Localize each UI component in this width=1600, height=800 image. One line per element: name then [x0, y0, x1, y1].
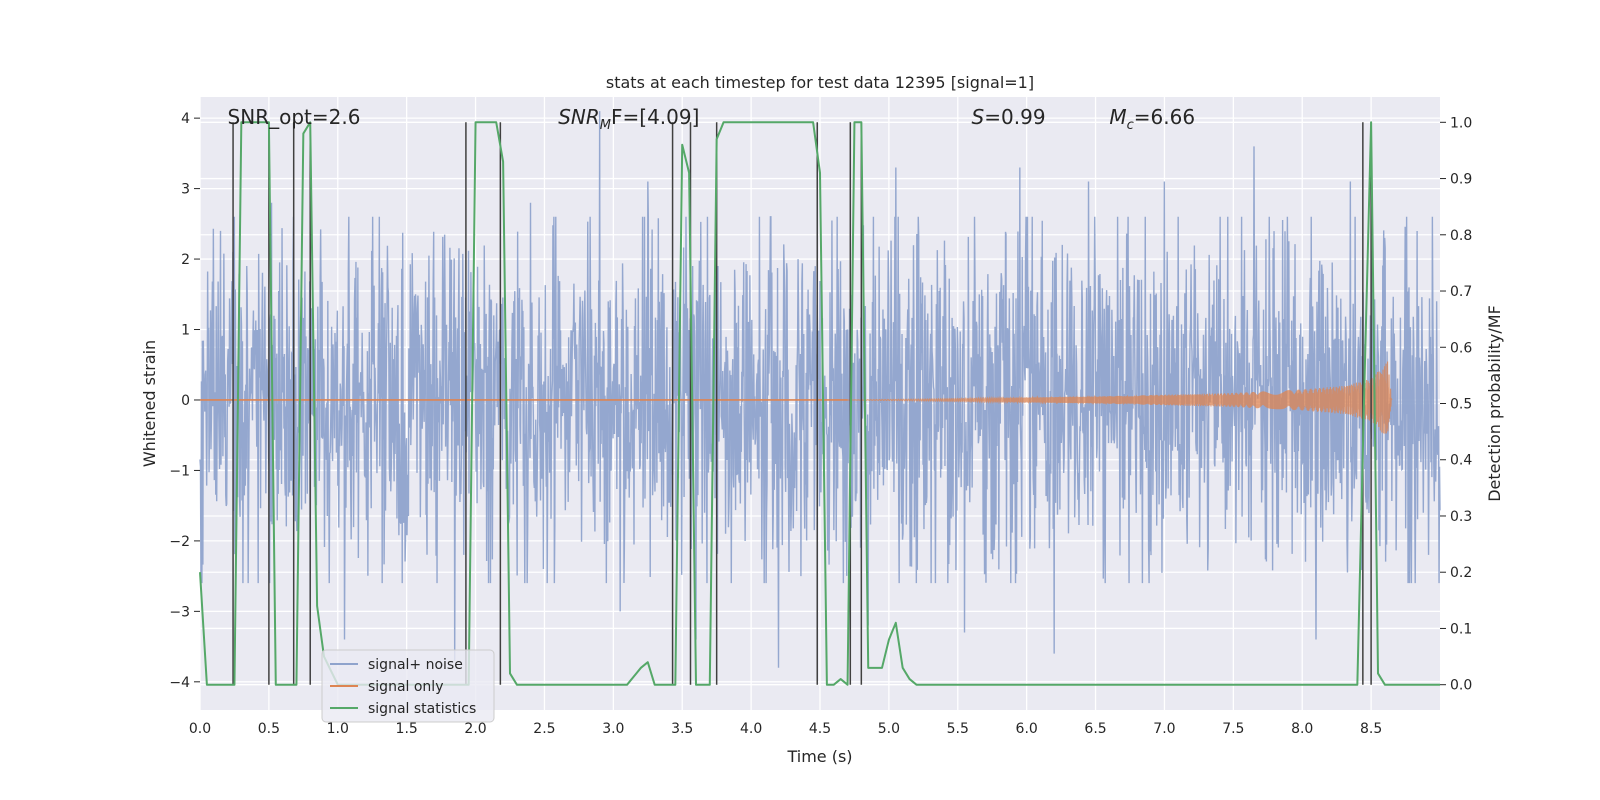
signal-statistics-line: [199, 121, 1440, 686]
x-tick-label: 8.5: [1360, 721, 1382, 737]
y2-tick-label: 0.4: [1450, 453, 1472, 469]
annotation-s-stat: S=0.99: [972, 105, 1046, 129]
legend-box: [321, 649, 495, 723]
x-tick-label: 4.0: [740, 721, 762, 737]
y-tick-label: 4: [181, 111, 190, 127]
x-tick-label: 3.5: [671, 721, 693, 737]
x-tick-label: 6.5: [1084, 721, 1106, 737]
y2-axis-label: Detection probability/MF: [1485, 305, 1504, 502]
y-tick-label: −2: [169, 534, 190, 550]
x-tick-label: 4.5: [809, 721, 831, 737]
annotation-mc-stat: Mc=6.66: [1109, 105, 1195, 133]
x-axis-ticks: 0.0 0.5 1.0 1.5 2.0 2.5 3.0 3.5 4.0 4.5 5.0 5.5 6.0 6…: [189, 721, 1382, 737]
legend-label: signal+ noise: [368, 657, 463, 673]
x-tick-label: 7.0: [1153, 721, 1175, 737]
y2-tick-label: 1.0: [1450, 115, 1472, 131]
legend-label: signal statistics: [368, 701, 476, 717]
annotations: SNR_opt=2.6 SNRMF=[4.09] S=0.99 Mc=6.66: [228, 105, 1195, 133]
y2-axis-ticks: 1.0 0.9 0.8 0.7 0.6 0.5 0.4 0.3 0.2 0.1 0.0: [1440, 115, 1472, 694]
x-tick-label: 1.5: [396, 721, 418, 737]
x-tick-label: 2.5: [533, 721, 555, 737]
chart-title: stats at each timestep for test data 123…: [606, 73, 1034, 92]
y-axis-label: Whitened strain: [140, 340, 159, 467]
legend-label: signal only: [368, 679, 443, 695]
series-signal-statistics: [199, 121, 1440, 686]
x-tick-label: 3.0: [602, 721, 624, 737]
signal-only-line: [847, 361, 1393, 434]
y2-tick-label: 0.3: [1450, 509, 1472, 525]
y-axis-ticks: 4 3 2 1 0 −1 −2 −3 −4: [169, 111, 200, 691]
x-tick-label: 7.5: [1222, 721, 1244, 737]
legend: signal+ noise signal only signal statistic…: [321, 649, 495, 723]
y2-tick-label: 0.0: [1450, 678, 1472, 694]
x-tick-label: 5.5: [947, 721, 969, 737]
y2-tick-label: 0.2: [1450, 565, 1472, 581]
y2-tick-label: 0.1: [1450, 621, 1472, 637]
y-tick-label: −1: [169, 463, 190, 479]
annotation-snr-opt: SNR_opt=2.6: [228, 105, 361, 129]
x-tick-label: 0.0: [189, 721, 211, 737]
series-signal-only: [200, 361, 1393, 434]
x-tick-label: 8.0: [1291, 721, 1313, 737]
x-tick-label: 1.0: [327, 721, 349, 737]
y2-tick-label: 0.6: [1450, 340, 1472, 356]
x-axis-label: Time (s): [786, 747, 852, 766]
y-tick-label: −3: [169, 604, 190, 620]
annotation-snr-mf: SNRMF=[4.09]: [558, 105, 699, 133]
x-tick-label: 5.0: [878, 721, 900, 737]
x-tick-label: 0.5: [258, 721, 280, 737]
y2-tick-label: 0.8: [1450, 228, 1472, 244]
y-tick-label: 0: [181, 393, 190, 409]
x-tick-label: 6.0: [1016, 721, 1038, 737]
y-tick-label: −4: [169, 675, 190, 691]
y-tick-label: 1: [181, 323, 190, 339]
y2-tick-label: 0.7: [1450, 284, 1472, 300]
x-tick-label: 2.0: [464, 721, 486, 737]
y2-tick-label: 0.5: [1450, 397, 1472, 413]
y-tick-label: 3: [181, 182, 190, 198]
y-tick-label: 2: [181, 252, 190, 268]
y2-tick-label: 0.9: [1450, 172, 1472, 188]
